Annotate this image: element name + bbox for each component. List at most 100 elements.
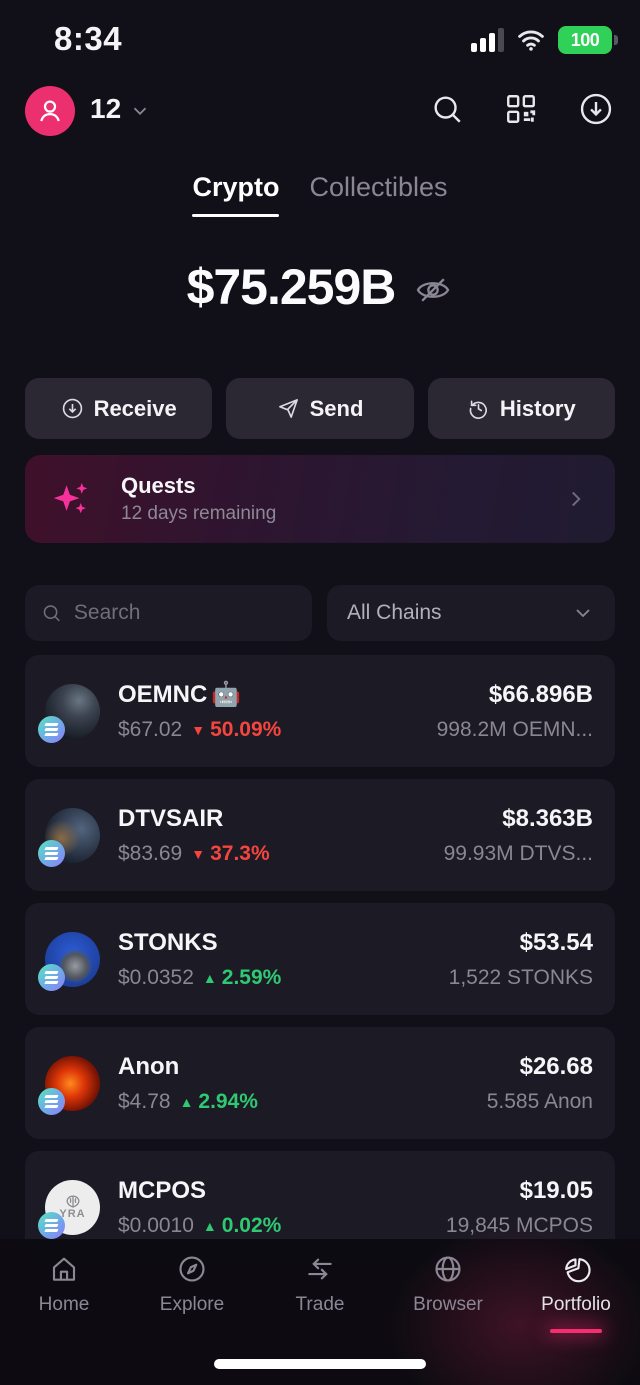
nav-explore[interactable]: Explore [128, 1253, 256, 1333]
change-up-icon: ▲ [202, 1217, 217, 1234]
change-up-icon: ▲ [202, 969, 217, 986]
history-button[interactable]: History [427, 378, 615, 439]
solana-chain-badge-icon [38, 963, 65, 991]
search-icon[interactable] [430, 92, 464, 126]
total-balance: $75.259B [186, 259, 397, 315]
nav-home-label: Home [38, 1294, 90, 1315]
nav-portfolio[interactable]: Portfolio [512, 1253, 640, 1333]
history-label: History [499, 395, 576, 421]
account-label: 12 [90, 93, 122, 124]
token-amount: 1,522 STONKS [448, 965, 593, 989]
send-label: Send [309, 395, 364, 421]
token-row-dtvsair[interactable]: DTVSAIR $83.69 ▼ 37.3% $8.363B 99.93M DTV… [25, 779, 615, 891]
send-button[interactable]: Send [226, 378, 414, 439]
tab-collectibles[interactable]: Collectibles [309, 172, 448, 202]
quests-banner[interactable]: Quests 12 days remaining [25, 455, 615, 543]
token-row-oemnc[interactable]: OEMNC 🤖 $67.02 ▼ 50.09% $66.896B 998.2M OE… [25, 655, 615, 767]
battery-icon: 100 [558, 26, 618, 54]
nav-home[interactable]: Home [0, 1253, 128, 1333]
home-indicator [214, 1359, 426, 1369]
sparkles-icon [53, 482, 88, 514]
token-fiat-value: $66.896B [488, 680, 593, 708]
chevron-down-icon [129, 100, 151, 122]
status-bar: 8:34 100 [0, 0, 640, 62]
eye-slash-icon[interactable] [413, 270, 453, 310]
account-selector[interactable]: 12 [90, 93, 151, 125]
token-fiat-value: $53.54 [519, 928, 593, 956]
app-header: 12 [0, 86, 640, 138]
token-amount: 99.93M DTVS... [443, 841, 593, 865]
token-change: 50.09% [210, 718, 282, 741]
robot-emoji: 🤖 [211, 681, 242, 708]
nav-trade-label: Trade [295, 1294, 345, 1315]
token-price: $83.69 [118, 841, 183, 865]
solana-chain-badge-icon [38, 1211, 65, 1239]
nav-browser[interactable]: Browser [384, 1253, 512, 1333]
portfolio-tabs: Crypto Collectibles [0, 172, 640, 217]
token-avatar [38, 807, 100, 867]
token-amount: 19,845 MCPOS [446, 1214, 593, 1238]
receive-label: Receive [93, 395, 177, 421]
nav-trade[interactable]: Trade [256, 1253, 384, 1333]
avatar-text: YRA [59, 1208, 86, 1220]
token-amount: 998.2M OEMN... [436, 717, 593, 741]
token-search[interactable] [25, 585, 312, 641]
token-fiat-value: $8.363B [502, 804, 593, 832]
search-icon [43, 605, 60, 622]
quests-subtitle: 12 days remaining [121, 503, 277, 524]
token-price: $0.0352 [118, 965, 194, 989]
chain-filter-value: All Chains [347, 601, 442, 624]
token-fiat-value: $26.68 [519, 1052, 593, 1080]
token-row-anon[interactable]: Anon $4.78 ▲ 2.94% $26.68 5.585 Anon [25, 1027, 615, 1139]
active-tab-indicator [550, 1329, 602, 1333]
token-name: Anon [118, 1052, 180, 1080]
chain-filter-dropdown[interactable]: All Chains [327, 585, 615, 641]
change-down-icon: ▼ [191, 845, 206, 862]
token-list: OEMNC 🤖 $67.02 ▼ 50.09% $66.896B 998.2M OE… [25, 655, 615, 1275]
change-down-icon: ▼ [191, 722, 206, 738]
brain-logo-icon [65, 1195, 80, 1208]
portfolio-glow [390, 1225, 640, 1385]
token-name: OEMNC [118, 680, 208, 708]
token-change: 2.59% [221, 965, 282, 989]
qr-scan-icon[interactable] [504, 92, 538, 126]
token-fiat-value: $19.05 [519, 1176, 593, 1204]
tab-crypto[interactable]: Crypto [192, 172, 280, 217]
token-price: $4.78 [118, 1089, 171, 1113]
token-amount: 5.585 Anon [486, 1089, 593, 1113]
chevron-down-icon [571, 601, 595, 625]
token-row-mcpos[interactable]: YRA MCPOS $0.0010 ▲0.02% $19.05 19,845 M… [25, 1151, 615, 1263]
wifi-icon [516, 28, 546, 52]
account-avatar[interactable] [25, 86, 75, 136]
history-clock-icon [469, 400, 487, 419]
action-buttons: Receive Send History [25, 378, 615, 439]
change-up-icon: ▲ [179, 1093, 194, 1110]
paper-plane-icon [278, 399, 298, 418]
token-avatar: YRA [38, 1179, 100, 1239]
token-change: 0.02% [221, 1213, 282, 1237]
solana-chain-badge-icon [38, 715, 65, 743]
receive-download-icon[interactable] [578, 91, 614, 127]
nav-explore-label: Explore [159, 1294, 225, 1315]
token-change: 2.94% [198, 1089, 258, 1113]
token-row-stonks[interactable]: STONKS $0.0352 ▲ 2.59% $53.54 1,522 STONK… [25, 903, 615, 1015]
nav-browser-label: Browser [413, 1294, 483, 1315]
token-change: 37.3% [210, 841, 270, 865]
arrow-down-circle-icon [62, 398, 82, 419]
receive-button[interactable]: Receive [25, 378, 213, 439]
token-avatar [38, 931, 100, 991]
home-icon [52, 1257, 76, 1281]
token-avatar [38, 683, 100, 743]
token-price: $67.02 [118, 718, 183, 741]
battery-level: 100 [570, 29, 600, 50]
pie-chart-icon [565, 1258, 591, 1283]
search-input[interactable] [73, 601, 296, 625]
quests-title: Quests [121, 473, 196, 498]
token-name: DTVSAIR [118, 804, 224, 832]
trade-arrows-icon [308, 1258, 332, 1280]
nav-portfolio-label: Portfolio [541, 1294, 611, 1315]
clock-time: 8:34 [54, 20, 123, 57]
globe-icon [435, 1256, 461, 1282]
token-price: $0.0010 [118, 1213, 194, 1237]
